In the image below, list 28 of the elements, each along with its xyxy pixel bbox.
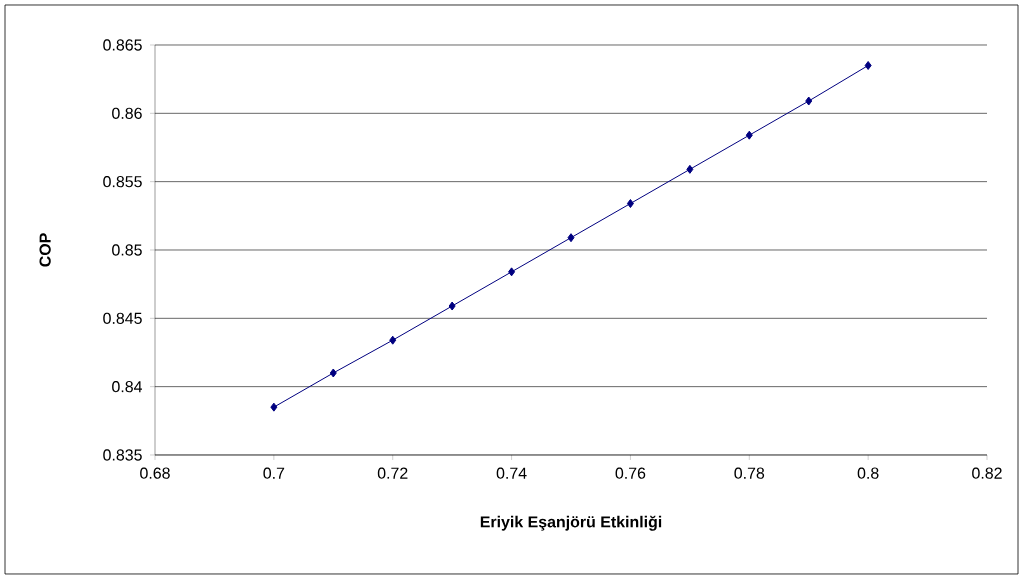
point: [745, 130, 753, 140]
y-tick-label: 0.85: [112, 244, 142, 256]
point: [448, 301, 456, 311]
point: [805, 96, 813, 106]
y-tick-label: 0.86: [112, 107, 142, 119]
x-tick-label: 0.78: [734, 467, 765, 479]
y-tick-label: 0.835: [103, 449, 142, 461]
y-axis-title: COP: [39, 233, 51, 267]
x-tick-label: 0.8: [857, 467, 879, 479]
point: [329, 368, 337, 378]
point: [567, 233, 575, 243]
y-tick-label: 0.855: [103, 176, 142, 188]
point: [270, 402, 278, 412]
x-axis-title: Eriyik Eşanjörü Etkinliği: [480, 515, 662, 531]
x-tick-label: 0.74: [496, 467, 527, 479]
y-tick-label: 0.865: [103, 39, 142, 51]
point: [686, 164, 694, 174]
point: [864, 60, 872, 70]
x-tick-label: 0.68: [140, 467, 170, 479]
x-tick-label: 0.82: [972, 467, 1002, 479]
point: [389, 335, 397, 345]
y-tick-label: 0.845: [103, 312, 142, 324]
x-tick-label: 0.76: [615, 467, 646, 479]
y-tick-label: 0.84: [112, 381, 143, 393]
x-tick-label: 0.72: [377, 467, 408, 479]
x-tick-label: 0.7: [263, 467, 285, 479]
point: [508, 267, 516, 277]
point: [626, 199, 634, 209]
